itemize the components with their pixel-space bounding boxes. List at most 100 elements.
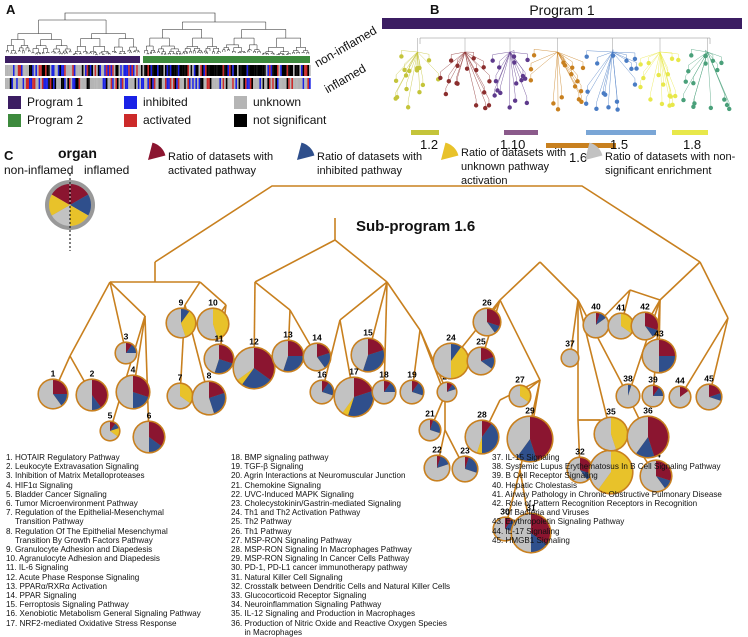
pathway-entry: 8. Regulation Of The Epithelial Mesenchy… <box>6 527 241 545</box>
pie-slice <box>288 341 303 356</box>
pie-node-label: 2 <box>90 369 95 379</box>
legend-wedge-icon <box>441 143 458 160</box>
pie-node-label: 13 <box>283 330 293 340</box>
pathway-entry: 9. Granulocyte Adhesion and Diapedesis <box>6 545 241 554</box>
tree-branch <box>340 282 387 320</box>
pie-node-label: 5 <box>108 411 113 421</box>
pie-node-label: 19 <box>407 370 417 380</box>
pie-node-label: 35 <box>606 407 616 417</box>
pathway-entry: 40. Hepatic Cholestasis <box>492 481 748 490</box>
pie-node-label: 6 <box>147 411 152 421</box>
pie-slice <box>659 356 675 372</box>
pie-node-label: 24 <box>446 333 456 343</box>
pie-node-label: 42 <box>640 302 650 312</box>
pathway-entry: 19. TGF-β Signaling <box>231 462 493 471</box>
pie-node-label: 16 <box>317 370 327 380</box>
pie-node-label: 38 <box>623 374 633 384</box>
tree-branch <box>630 290 660 300</box>
pie-node-label: 7 <box>178 373 183 383</box>
pathway-entry: 33. Glucocorticoid Receptor Signaling <box>231 591 493 600</box>
pie-node-label: 3 <box>124 332 129 342</box>
pathway-entry: 37. IL-15 Signaling <box>492 453 748 462</box>
pathway-entry: 16. Xenobiotic Metabolism General Signal… <box>6 609 241 618</box>
pie-node-label: 37 <box>565 339 575 349</box>
tree-branch <box>660 262 700 300</box>
pathway-entry: 27. MSP-RON Signaling Pathway <box>231 536 493 545</box>
pathway-entry: 13. PPARα/RXRα Activation <box>6 582 241 591</box>
pathway-entry: 22. UVC-Induced MAPK Signaling <box>231 490 493 499</box>
pie-node-label: 27 <box>515 375 525 385</box>
pathway-entry: 32. Crosstalk between Dendritic Cells an… <box>231 582 493 591</box>
pathway-entry: 1. HOTAIR Regulatory Pathway <box>6 453 241 462</box>
tree-branch <box>255 240 335 282</box>
pie-node-label: 40 <box>591 302 601 312</box>
legend-wedge-icon <box>148 143 165 160</box>
pie-node-label: 44 <box>675 376 685 386</box>
tree-branch <box>70 282 110 356</box>
pie-node-label: 15 <box>363 328 373 338</box>
pathway-entry: 3. Inhibition of Matrix Metalloproteases <box>6 471 241 480</box>
pie-node-label: 4 <box>131 365 136 375</box>
tree-branch <box>540 262 578 300</box>
pathway-entry: 4. HIF1α Signaling <box>6 481 241 490</box>
pathway-entry: 5. Bladder Cancer Signaling <box>6 490 241 499</box>
pathway-entry: 36. Production of Nitric Oxide and React… <box>231 619 493 637</box>
pathway-entry: 43. Erythropoietin Signaling Pathway <box>492 517 748 526</box>
pathway-entry: 17. NRF2-mediated Oxidative Stress Respo… <box>6 619 241 628</box>
pie-node-label: 17 <box>349 367 359 377</box>
pathway-entry: 6. Tumor Microenvironment Pathway <box>6 499 241 508</box>
pie-node-label: 21 <box>425 409 435 419</box>
pathway-entry: 31. Natural Killer Cell Signaling <box>231 573 493 582</box>
pathway-entry: 39. B Cell Receptor Signaling <box>492 471 748 480</box>
tree-branch <box>255 282 290 310</box>
pie-node-label: 28 <box>477 410 487 420</box>
pathway-entry: 28. MSP-RON Signaling In Macrophages Pat… <box>231 545 493 554</box>
pathway-entry: 45. HMGB1 Signaling <box>492 536 748 545</box>
pie-node-label: 39 <box>648 375 658 385</box>
pie-node-label: 12 <box>249 337 259 347</box>
legend-wedge-icon <box>585 143 602 160</box>
pie-slice <box>659 340 675 356</box>
pathway-entry: 29. MSP-RON Signaling In Cancer Cells Pa… <box>231 554 493 563</box>
tree-branch <box>500 300 540 380</box>
pie-node-label: 1 <box>51 369 56 379</box>
pathway-entry: 25. Th2 Pathway <box>231 517 493 526</box>
pie-slice <box>53 380 67 394</box>
pie-node-label: 10 <box>208 298 218 308</box>
pathway-entry: 44. IL-17 Signaling <box>492 527 748 536</box>
pie-slice <box>562 350 578 366</box>
pathway-entry: 21. Chemokine Signaling <box>231 481 493 490</box>
pie-node-label: 41 <box>616 303 626 313</box>
pathway-entry: 42. Role of Pattern Recognition Receptor… <box>492 499 748 517</box>
tree-branch <box>110 282 145 316</box>
pie-node-label: 45 <box>704 374 714 384</box>
pathway-entry: 24. Th1 and Th2 Activation Pathway <box>231 508 493 517</box>
pie-node-label: 11 <box>215 334 224 344</box>
pathway-entry: 34. Neuroinflammation Signaling Pathway <box>231 600 493 609</box>
tree-branch <box>155 186 700 262</box>
pie-node-label: 9 <box>179 298 184 308</box>
pathway-entry: 23. Cholecystokinin/Gastrin-mediated Sig… <box>231 499 493 508</box>
pathway-entry: 11. IL-6 Signaling <box>6 563 241 572</box>
tree-branch <box>335 240 387 282</box>
tree-branch <box>700 262 728 318</box>
pathway-entry: 30. PD-1, PD-L1 cancer immunotherapy pat… <box>231 563 493 572</box>
pie-node-label: 18 <box>379 370 389 380</box>
pathway-entry: 41. Airway Pathology in Chronic Obstruct… <box>492 490 748 499</box>
tree-branch <box>500 262 540 300</box>
pie-node-label: 25 <box>476 337 486 347</box>
legend-wedge-icon <box>297 143 314 160</box>
tree-branch <box>185 282 200 305</box>
pie-node-label: 29 <box>525 406 535 416</box>
pie-slice <box>617 385 639 407</box>
pathway-entry: 38. Systemic Lupus Erythematosus In B Ce… <box>492 462 748 471</box>
pathway-entry: 35. IL-12 Signaling and Production in Ma… <box>231 609 493 618</box>
pie-node-label: 43 <box>654 329 664 339</box>
pathway-entry: 18. BMP signaling pathway <box>231 453 493 462</box>
pathway-entry: 7. Regulation of the Epithelial-Mesenchy… <box>6 508 241 526</box>
pathway-entry: 26. Th1 Pathway <box>231 527 493 536</box>
tree-branch <box>387 282 420 330</box>
